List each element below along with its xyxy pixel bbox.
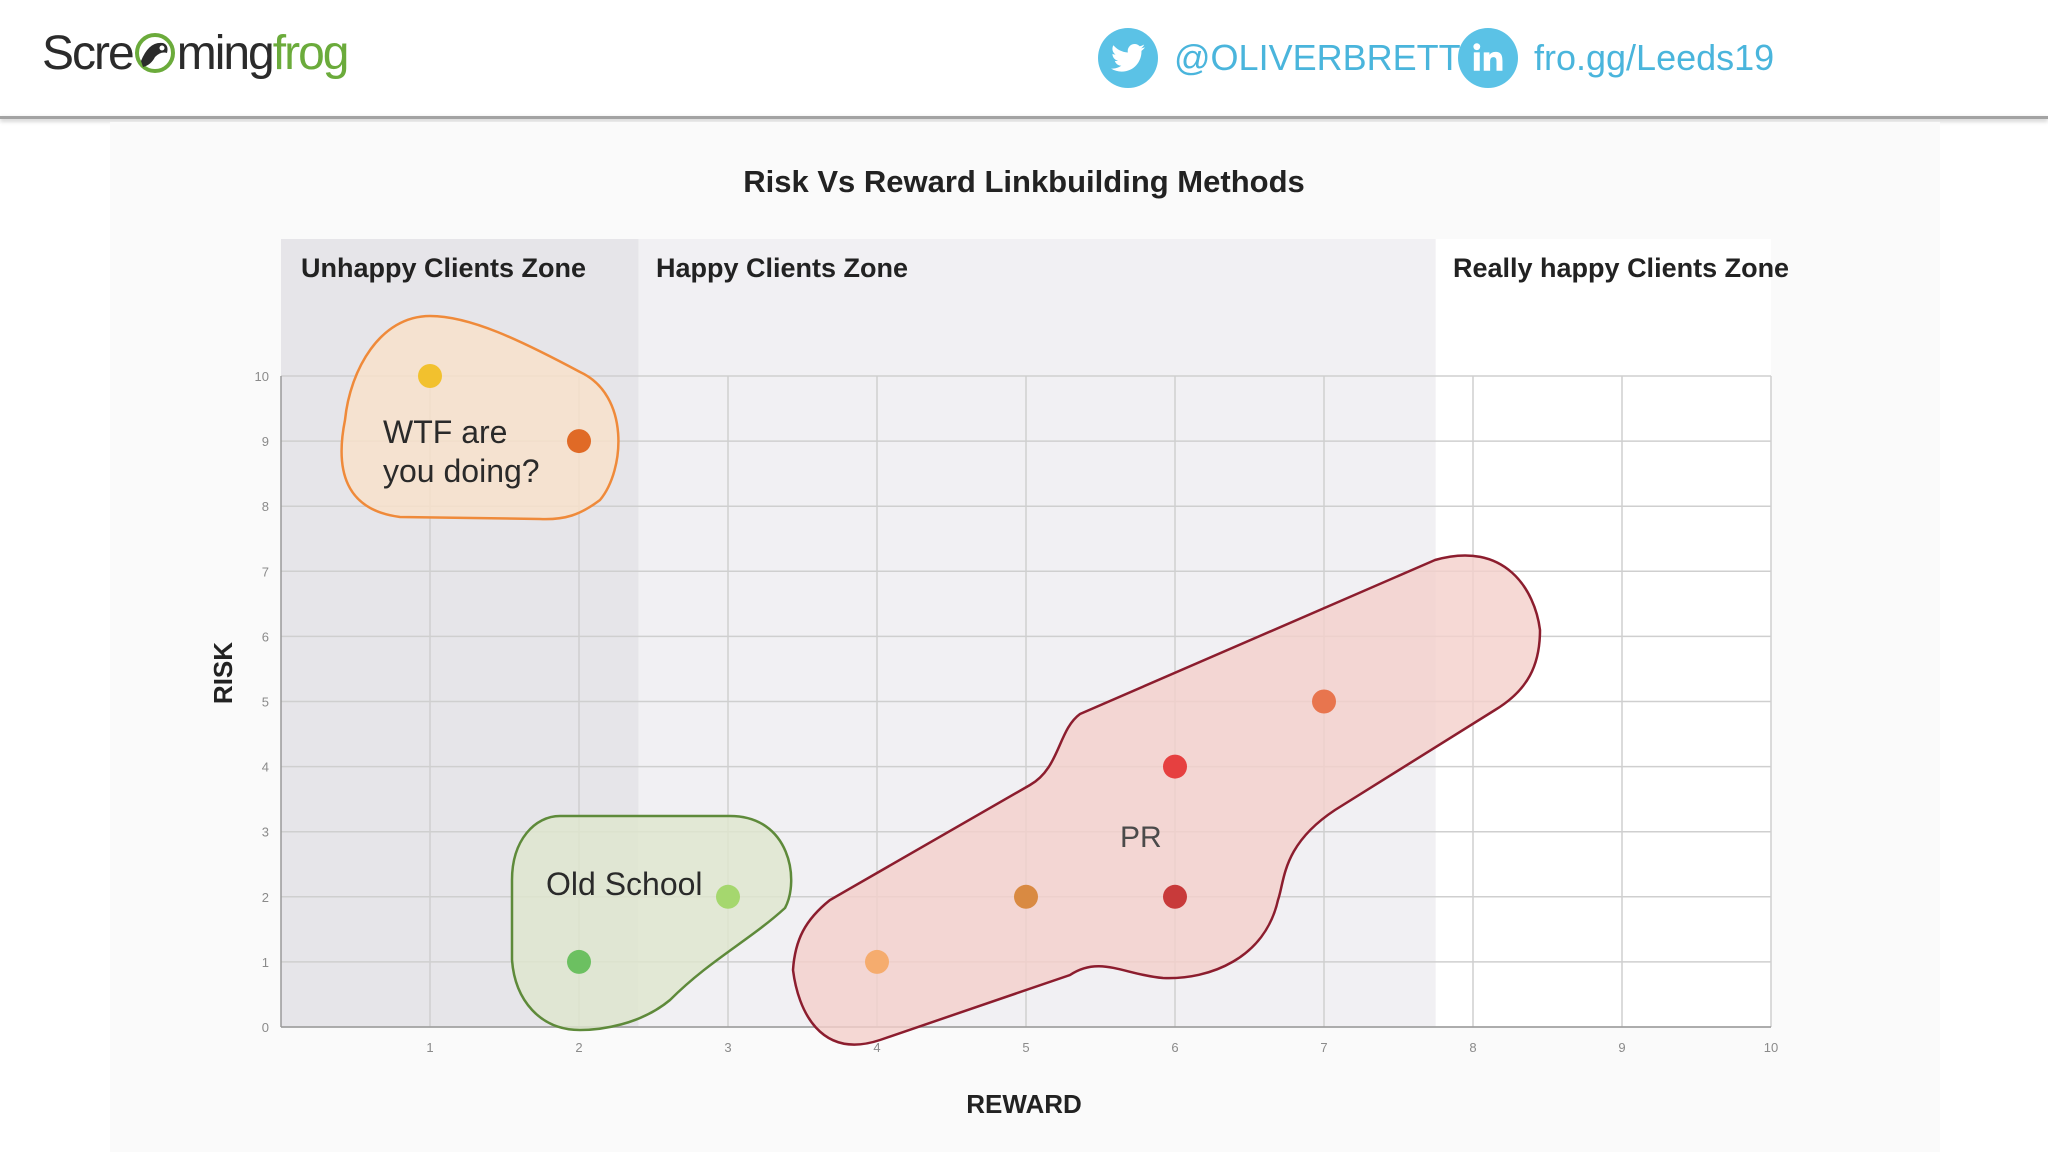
group-label-old-school: Old School bbox=[546, 866, 703, 902]
y-tick-labels: 0 1 2 3 4 5 6 7 8 9 10 bbox=[255, 369, 269, 1035]
zone-label-happy: Happy Clients Zone bbox=[656, 253, 908, 283]
x-tick-label: 7 bbox=[1320, 1040, 1327, 1055]
y-tick-label: 8 bbox=[262, 499, 269, 514]
x-tick-labels: 1 2 3 4 5 6 7 8 9 10 bbox=[426, 1040, 1778, 1055]
y-tick-label: 7 bbox=[262, 564, 269, 579]
logo-text-ming: ming bbox=[176, 27, 275, 80]
y-tick-label: 6 bbox=[262, 629, 269, 644]
screaming-frog-logo: Scre mingfrog bbox=[42, 26, 350, 87]
frog-icon bbox=[133, 31, 177, 87]
group-label-wtf-line1: WTF are bbox=[383, 414, 507, 450]
data-point bbox=[1163, 754, 1187, 779]
x-tick-label: 3 bbox=[724, 1040, 731, 1055]
x-tick-label: 9 bbox=[1618, 1040, 1625, 1055]
logo-text-scre: Scre bbox=[42, 27, 135, 80]
x-tick-label: 4 bbox=[873, 1040, 880, 1055]
chart-grid bbox=[280, 375, 1772, 1028]
twitter-icon bbox=[1098, 28, 1158, 88]
x-tick-label: 6 bbox=[1171, 1040, 1178, 1055]
y-tick-label: 3 bbox=[262, 825, 269, 840]
data-point bbox=[1312, 689, 1336, 714]
twitter-handle[interactable]: @OLIVERBRETT bbox=[1174, 37, 1461, 78]
data-point bbox=[567, 949, 591, 974]
x-tick-label: 8 bbox=[1469, 1040, 1476, 1055]
twitter-link[interactable]: @OLIVERBRETT bbox=[1098, 28, 1461, 88]
data-point bbox=[865, 949, 889, 974]
y-tick-label: 2 bbox=[262, 890, 269, 905]
group-label-wtf-line2: you doing? bbox=[383, 453, 540, 489]
x-axis-label: REWARD bbox=[966, 1089, 1082, 1119]
group-old-school-area bbox=[510, 814, 793, 1032]
x-tick-label: 1 bbox=[426, 1040, 433, 1055]
data-points bbox=[418, 364, 1336, 974]
logo-text-frog: frog bbox=[272, 27, 350, 80]
y-tick-label: 5 bbox=[262, 695, 269, 710]
data-point bbox=[418, 364, 442, 388]
y-tick-label: 1 bbox=[262, 955, 269, 970]
y-tick-label: 9 bbox=[262, 434, 269, 449]
zone-label-really-happy: Really happy Clients Zone bbox=[1453, 253, 1789, 283]
x-tick-label: 5 bbox=[1022, 1040, 1029, 1055]
header-divider bbox=[0, 116, 2048, 119]
y-tick-label: 10 bbox=[255, 369, 269, 384]
data-point bbox=[716, 884, 740, 909]
group-label-pr: PR bbox=[1120, 821, 1162, 854]
event-url[interactable]: fro.gg/Leeds19 bbox=[1534, 37, 1775, 78]
zone-label-unhappy: Unhappy Clients Zone bbox=[301, 253, 586, 283]
x-tick-label: 10 bbox=[1764, 1040, 1778, 1055]
linkedin-link[interactable]: fro.gg/Leeds19 bbox=[1458, 28, 1774, 88]
y-tick-label: 0 bbox=[262, 1020, 269, 1035]
y-tick-label: 4 bbox=[262, 760, 269, 775]
slide-header: Scre mingfrog @OLIVERBRETT fro.gg/Leeds19 bbox=[0, 0, 2048, 116]
data-point bbox=[567, 429, 591, 454]
data-point bbox=[1014, 884, 1038, 909]
group-wtf-area bbox=[340, 314, 620, 521]
chart-title: Risk Vs Reward Linkbuilding Methods bbox=[743, 164, 1305, 199]
y-axis-label: RISK bbox=[208, 642, 238, 704]
linkedin-icon bbox=[1458, 28, 1518, 88]
x-tick-label: 2 bbox=[575, 1040, 582, 1055]
data-point bbox=[1163, 884, 1187, 909]
group-pr-area bbox=[791, 554, 1542, 1046]
